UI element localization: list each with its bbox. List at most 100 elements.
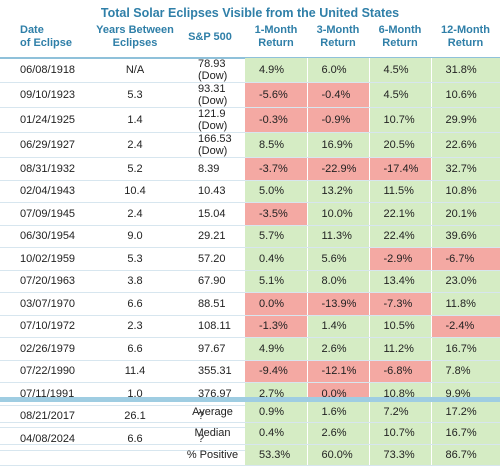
return-12month-cell: 20.1% <box>430 202 500 226</box>
summary-table: Average 0.9% 1.6% 7.2% 17.2% Median 0.4% 2.6% 10… <box>0 402 500 466</box>
sp500-cell: 93.31 (Dow) <box>180 82 245 108</box>
header-12month: 12-Month Return <box>431 24 500 56</box>
summary-label: % Positive <box>180 444 245 466</box>
return-12month-cell: 29.9% <box>430 107 500 133</box>
summary-row: Median 0.4% 2.6% 10.7% 16.7% <box>0 422 500 445</box>
header-6month: 6-Month Return <box>369 24 431 56</box>
return-3month-cell: 11.3% <box>306 225 369 248</box>
return-12month-cell: 10.8% <box>430 180 500 203</box>
sp500-cell: 15.04 <box>180 202 245 226</box>
return-12month-cell: 10.6% <box>430 82 500 108</box>
return-12month-cell: 22.6% <box>430 132 500 158</box>
summary-3month: 2.6% <box>306 422 369 445</box>
summary-label: Median <box>180 422 245 445</box>
years-between-cell: 3.8 <box>90 270 180 293</box>
sp500-cell: 97.67 <box>180 337 245 361</box>
return-12month-cell: 32.7% <box>430 157 500 181</box>
table-row: 10/02/1959 5.3 57.20 0.4% 5.6% -2.9% -6.7% <box>0 247 500 271</box>
header-1month-line1: 1-Month <box>254 24 298 36</box>
summary-row: % Positive 53.3% 60.0% 73.3% 86.7% <box>0 444 500 466</box>
header-date-line1: Date <box>20 24 44 36</box>
summary-1month: 0.9% <box>245 402 307 424</box>
summary-6month: 7.2% <box>368 402 431 424</box>
return-12month-cell: -2.4% <box>430 315 500 338</box>
return-1month-cell: -5.6% <box>245 82 307 108</box>
date-cell: 07/20/1963 <box>0 270 90 293</box>
header-sp500: S&P 500 <box>180 24 240 56</box>
return-3month-cell: 1.4% <box>306 315 369 338</box>
return-6month-cell: 10.7% <box>368 107 431 133</box>
header-years: Years Between Eclipses <box>90 24 180 56</box>
return-6month-cell: -17.4% <box>368 157 431 181</box>
summary-1month: 0.4% <box>245 422 307 445</box>
date-cell: 02/04/1943 <box>0 180 90 203</box>
sp500-cell: 121.9 (Dow) <box>180 107 245 133</box>
date-cell: 08/31/1932 <box>0 157 90 181</box>
summary-12month: 86.7% <box>430 444 500 466</box>
return-6month-cell: 13.4% <box>368 270 431 293</box>
summary-6month: 10.7% <box>368 422 431 445</box>
table-row: 06/08/1918 N/A 78.93 (Dow) 4.9% 6.0% 4.5% 31.8… <box>0 58 500 83</box>
return-3month-cell: 13.2% <box>306 180 369 203</box>
summary-1month: 53.3% <box>245 444 307 466</box>
sp500-cell: 10.43 <box>180 180 245 203</box>
return-1month-cell: -9.4% <box>245 360 307 383</box>
return-6month-cell: -6.8% <box>368 360 431 383</box>
years-between-cell: 2.4 <box>90 202 180 226</box>
return-6month-cell: -2.9% <box>368 247 431 271</box>
date-cell: 06/08/1918 <box>0 58 90 83</box>
return-3month-cell: 5.6% <box>306 247 369 271</box>
return-3month-cell: -13.9% <box>306 292 369 316</box>
return-1month-cell: -3.5% <box>245 202 307 226</box>
date-cell: 02/26/1979 <box>0 337 90 361</box>
return-12month-cell: 16.7% <box>430 337 500 361</box>
summary-12month: 16.7% <box>430 422 500 445</box>
sp500-cell: 8.39 <box>180 157 245 181</box>
summary-row: Average 0.9% 1.6% 7.2% 17.2% <box>0 402 500 424</box>
years-between-cell: 10.4 <box>90 180 180 203</box>
return-1month-cell: -0.3% <box>245 107 307 133</box>
summary-blank <box>0 422 180 445</box>
return-1month-cell: 4.9% <box>245 58 307 83</box>
return-1month-cell: 5.0% <box>245 180 307 203</box>
return-6month-cell: 4.5% <box>368 82 431 108</box>
header-6month-line1: 6-Month <box>378 24 422 36</box>
table-row: 01/24/1925 1.4 121.9 (Dow) -0.3% -0.9% 10.7% 2… <box>0 107 500 133</box>
summary-blank <box>0 402 180 424</box>
summary-rows: Average 0.9% 1.6% 7.2% 17.2% Median 0.4% 2.6% 10… <box>0 402 500 466</box>
return-12month-cell: 11.8% <box>430 292 500 316</box>
return-3month-cell: 16.9% <box>306 132 369 158</box>
header-years-line1: Years Between <box>96 24 174 36</box>
header-12month-line1: 12-Month <box>441 24 490 36</box>
return-6month-cell: 4.5% <box>368 58 431 83</box>
return-12month-cell: 7.8% <box>430 360 500 383</box>
return-3month-cell: 2.6% <box>306 337 369 361</box>
eclipse-data-table: 06/08/1918 N/A 78.93 (Dow) 4.9% 6.0% 4.5% 31.8… <box>0 58 500 451</box>
date-cell: 07/09/1945 <box>0 202 90 226</box>
date-cell: 01/24/1925 <box>0 107 90 133</box>
return-12month-cell: 31.8% <box>430 58 500 83</box>
return-3month-cell: 10.0% <box>306 202 369 226</box>
return-1month-cell: -1.3% <box>245 315 307 338</box>
sp500-cell: 67.90 <box>180 270 245 293</box>
years-between-cell: 5.2 <box>90 157 180 181</box>
table-row: 07/22/1990 11.4 355.31 -9.4% -12.1% -6.8% 7.8% <box>0 360 500 383</box>
header-date: Date of Eclipse <box>20 24 110 56</box>
years-between-cell: 6.6 <box>90 292 180 316</box>
table-row: 07/09/1945 2.4 15.04 -3.5% 10.0% 22.1% 20.1% <box>0 202 500 226</box>
header-years-line2: Eclipses <box>112 37 158 49</box>
summary-blank <box>0 444 180 466</box>
table-row: 03/07/1970 6.6 88.51 0.0% -13.9% -7.3% 11.8% <box>0 292 500 316</box>
table-row: 02/26/1979 6.6 97.67 4.9% 2.6% 11.2% 16.7% <box>0 337 500 361</box>
header-3month: 3-Month Return <box>307 24 369 56</box>
return-6month-cell: 11.2% <box>368 337 431 361</box>
header-sp500-label: S&P 500 <box>188 31 232 43</box>
return-3month-cell: -0.4% <box>306 82 369 108</box>
return-6month-cell: 10.5% <box>368 315 431 338</box>
return-12month-cell: -6.7% <box>430 247 500 271</box>
years-between-cell: 6.6 <box>90 337 180 361</box>
return-6month-cell: 20.5% <box>368 132 431 158</box>
return-1month-cell: 8.5% <box>245 132 307 158</box>
date-cell: 06/30/1954 <box>0 225 90 248</box>
